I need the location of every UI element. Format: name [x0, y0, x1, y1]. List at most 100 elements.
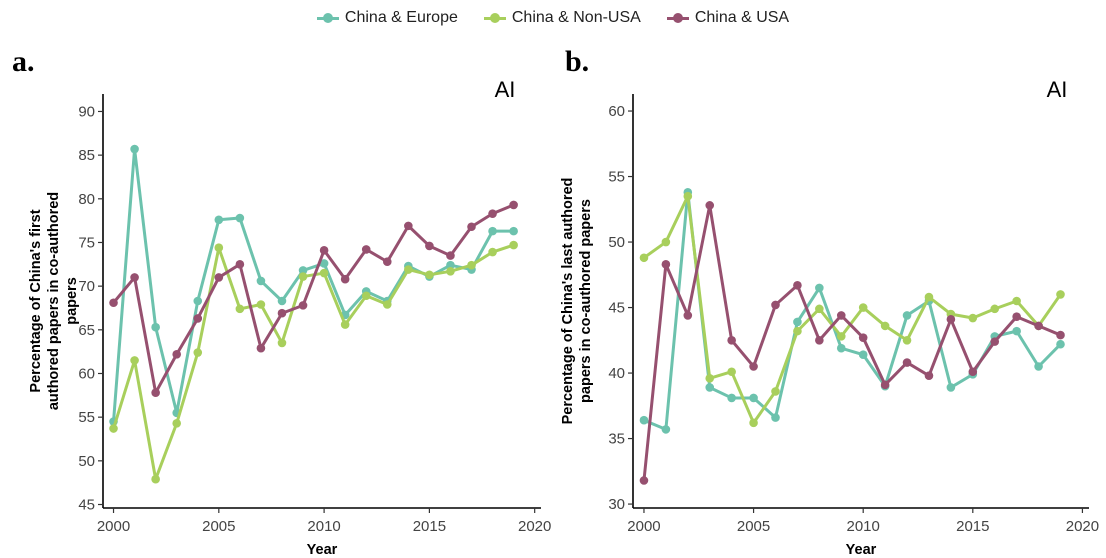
data-point [771, 387, 780, 396]
data-point [467, 260, 476, 270]
data-point [1012, 296, 1021, 306]
data-point [793, 326, 802, 336]
data-point [858, 333, 868, 342]
data-point [946, 383, 956, 392]
y-axis-title: Percentage of China's first [28, 209, 44, 392]
panel-tag: AI [1047, 77, 1068, 102]
data-point [1034, 362, 1043, 371]
data-point [509, 226, 518, 236]
data-point [446, 267, 455, 276]
data-point [749, 362, 758, 371]
y-tick-label: 55 [78, 409, 95, 426]
series-china-europe [109, 144, 518, 426]
data-point [298, 266, 308, 275]
data-point [793, 317, 802, 327]
data-point [404, 221, 413, 231]
data-point [924, 292, 934, 302]
data-point [705, 373, 715, 383]
x-tick-label: 2005 [737, 518, 770, 535]
data-point [172, 418, 182, 428]
y-axis-title: papers [64, 277, 80, 325]
y-tick-label: 55 [608, 169, 625, 186]
data-point [361, 245, 371, 254]
y-tick-label: 80 [78, 191, 95, 208]
y-axis-title: authored papers in co-authored [46, 192, 62, 410]
data-point [214, 215, 224, 225]
data-point [256, 343, 266, 353]
x-tick-label: 2000 [97, 518, 130, 535]
data-point [488, 226, 497, 236]
y-tick-label: 45 [78, 497, 95, 514]
data-point [902, 311, 912, 320]
data-point [109, 298, 118, 308]
data-point [340, 274, 350, 284]
data-point [151, 474, 160, 484]
legend-item: China & Non-USA [483, 9, 641, 27]
data-point [836, 311, 846, 320]
data-point [109, 424, 118, 433]
data-point [815, 336, 824, 345]
data-point [130, 356, 139, 365]
data-point [509, 240, 518, 250]
data-point [235, 304, 245, 314]
y-tick-label: 40 [608, 365, 625, 382]
data-point [902, 336, 912, 345]
x-axis-title: Year [307, 542, 338, 558]
data-point [880, 380, 890, 390]
data-point [277, 308, 287, 318]
series-line [112, 147, 516, 424]
x-tick-label: 2015 [413, 518, 446, 535]
data-point [968, 367, 978, 377]
data-point [298, 272, 308, 281]
series-china-europe [639, 187, 1065, 434]
series-china-non-usa [639, 191, 1065, 428]
data-point [858, 303, 868, 312]
x-tick-label: 2020 [1066, 518, 1099, 535]
data-point [990, 337, 1000, 346]
data-point [298, 301, 308, 310]
data-point [151, 388, 160, 398]
x-tick-label: 2010 [307, 518, 340, 535]
data-point [705, 201, 715, 210]
data-point [404, 265, 413, 274]
data-point [256, 276, 266, 286]
data-point [771, 413, 780, 422]
data-point [151, 322, 160, 332]
data-point [683, 191, 693, 201]
data-point [727, 336, 736, 345]
data-point [1012, 312, 1021, 322]
x-axis-title: Year [846, 542, 877, 558]
legend-item: China & Europe [316, 9, 458, 27]
y-tick-label: 50 [78, 453, 95, 470]
data-point [858, 350, 868, 360]
data-point [836, 332, 846, 341]
panel-letter: a. [12, 45, 35, 78]
legend-swatch [316, 11, 339, 25]
legend-swatch [666, 11, 689, 25]
x-tick-label: 2020 [518, 518, 551, 535]
legend-label: China & Non-USA [511, 9, 641, 26]
y-tick-label: 30 [608, 496, 625, 513]
data-point [319, 246, 329, 255]
y-axis-title: papers in co-authored papers [578, 199, 594, 403]
data-point [235, 260, 245, 269]
data-point [382, 257, 392, 266]
data-point [990, 304, 1000, 314]
data-point [340, 320, 350, 329]
legend-item: China & USA [666, 9, 789, 27]
panel-letter: b. [565, 45, 589, 78]
y-tick-label: 50 [608, 234, 625, 251]
series-china-usa [109, 200, 518, 398]
y-tick-label: 85 [78, 147, 95, 164]
x-tick-label: 2010 [847, 518, 880, 535]
data-point [924, 371, 934, 380]
data-point [509, 200, 518, 210]
y-tick-label: 65 [78, 322, 95, 339]
data-point [425, 270, 434, 280]
data-point [749, 418, 758, 428]
data-point [446, 251, 455, 260]
data-point [815, 304, 824, 314]
series-line [112, 203, 516, 395]
data-point [319, 268, 329, 278]
